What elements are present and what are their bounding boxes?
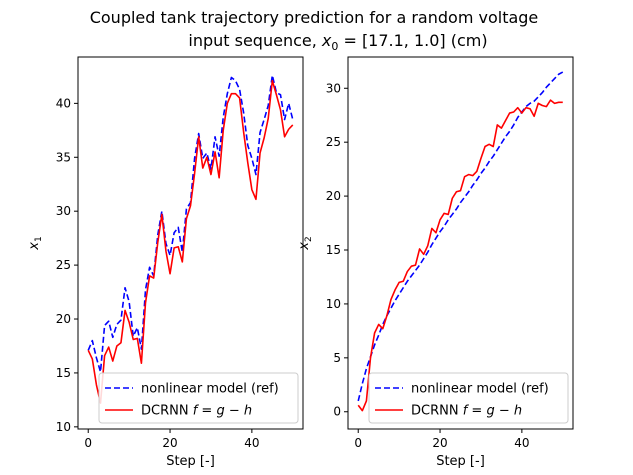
axes-frame — [347, 56, 574, 430]
right-panel-x2: 0 20 40 0 5 10 15 20 25 30 Step [-] x2 nonlinear mod… — [297, 56, 574, 469]
series-line-nonlinear-ref — [357, 71, 564, 402]
legend-label: nonlinear model (ref) — [411, 382, 549, 397]
title-math-sub: 0 — [331, 40, 338, 53]
y-tick-label: 25 — [326, 135, 341, 149]
y-tick-label: 5 — [333, 351, 341, 365]
legend-label: nonlinear model (ref) — [141, 382, 279, 397]
x-axis-label: Step [-] — [436, 454, 485, 469]
legend-label-math: f = g − h — [459, 404, 523, 419]
y-axis-label-sub: 2 — [304, 236, 314, 242]
axes-frame — [77, 56, 304, 430]
x-tick-label: 20 — [162, 436, 177, 450]
y-axis-label-sub: 1 — [34, 236, 44, 242]
left-panel-x1: 0 20 40 10 15 20 25 30 35 40 Step [-] x1 nonlinear m… — [27, 56, 304, 469]
legend-label-name: nonlinear model (ref) — [411, 382, 549, 397]
y-tick-label: 25 — [56, 258, 71, 272]
legend-label-name: DCRNN — [141, 404, 189, 419]
y-tick-label: 30 — [56, 204, 71, 218]
legend-label-name: nonlinear model (ref) — [141, 382, 279, 397]
y-axis-label: x2 — [297, 236, 314, 250]
series-line-dcrnn — [357, 99, 563, 412]
title-suffix: = [17.1, 1.0] (cm) — [338, 31, 487, 50]
y-tick-label: 35 — [56, 150, 71, 164]
y-tick-label: 0 — [333, 405, 341, 419]
y-tick-label: 10 — [326, 297, 341, 311]
title-prefix: input sequence, — [188, 31, 322, 50]
x-tick-label: 40 — [244, 436, 259, 450]
y-tick-label: 20 — [326, 189, 341, 203]
x-axis-label: Step [-] — [166, 454, 215, 469]
legend-label: DCRNN f = g − h — [141, 404, 252, 419]
x-tick-label: 40 — [514, 436, 529, 450]
x-tick-label: 0 — [84, 436, 92, 450]
series-line-dcrnn — [87, 79, 294, 404]
y-tick-label: 40 — [56, 96, 71, 110]
y-tick-label: 15 — [326, 243, 341, 257]
legend-box — [368, 372, 569, 424]
y-axis-label: x1 — [27, 236, 44, 250]
y-tick-label: 20 — [56, 312, 71, 326]
legend-label: DCRNN f = g − h — [411, 404, 522, 419]
legend-label-name: DCRNN — [411, 404, 459, 419]
x-tick-label: 0 — [354, 436, 362, 450]
legend-box — [98, 372, 299, 424]
figure-title-line2: input sequence, x0 = [17.1, 1.0] (cm) — [188, 31, 487, 53]
figure-title-line1: Coupled tank trajectory prediction for a… — [90, 8, 539, 27]
y-axis-label-var: x — [297, 242, 312, 251]
y-tick-label: 30 — [326, 81, 341, 95]
legend-label-math: f = g − h — [189, 404, 253, 419]
y-tick-label: 15 — [56, 366, 71, 380]
y-axis-label-var: x — [27, 242, 42, 251]
y-tick-label: 10 — [56, 420, 71, 434]
title-math-var: x — [321, 31, 332, 50]
x-tick-label: 20 — [432, 436, 447, 450]
